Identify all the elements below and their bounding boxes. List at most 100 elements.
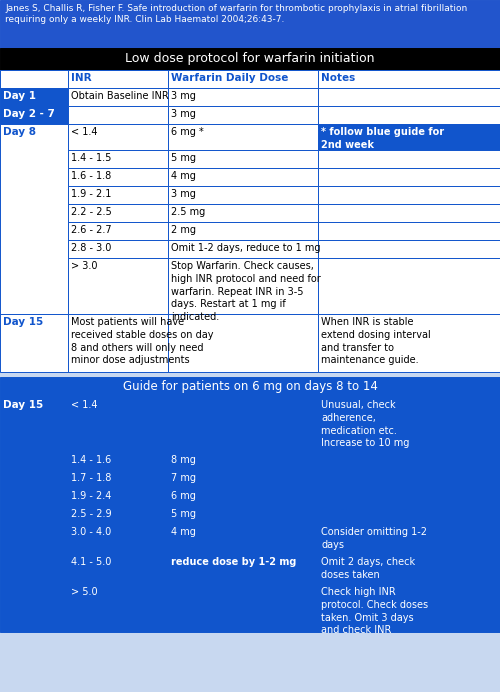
Text: Day 2 - 7: Day 2 - 7 xyxy=(3,109,55,119)
Bar xyxy=(0,124,68,314)
Bar xyxy=(318,70,500,88)
Bar xyxy=(0,106,68,124)
Text: Omit 1-2 days, reduce to 1 mg: Omit 1-2 days, reduce to 1 mg xyxy=(171,243,320,253)
Bar xyxy=(68,470,168,488)
Bar xyxy=(68,70,168,88)
Bar xyxy=(318,524,500,554)
Bar xyxy=(318,168,500,186)
Bar xyxy=(318,186,500,204)
Text: Day 8: Day 8 xyxy=(3,127,36,137)
Text: Notes: Notes xyxy=(321,73,355,83)
Text: 3 mg: 3 mg xyxy=(171,91,196,101)
Text: 2.5 - 2.9: 2.5 - 2.9 xyxy=(71,509,112,519)
Text: > 5.0: > 5.0 xyxy=(71,587,98,597)
Text: 4 mg: 4 mg xyxy=(171,171,196,181)
Bar xyxy=(168,488,318,506)
Bar xyxy=(68,240,168,258)
Bar xyxy=(68,397,168,452)
Bar xyxy=(68,124,168,150)
Text: 3 mg: 3 mg xyxy=(171,109,196,119)
Text: < 1.4: < 1.4 xyxy=(71,127,98,137)
Text: Obtain Baseline INR: Obtain Baseline INR xyxy=(71,91,169,101)
Bar xyxy=(168,222,318,240)
Bar xyxy=(318,240,500,258)
Text: 3.0 - 4.0: 3.0 - 4.0 xyxy=(71,527,111,537)
Text: Unusual, check
adherence,
medication etc.
Increase to 10 mg: Unusual, check adherence, medication etc… xyxy=(321,400,410,448)
Bar xyxy=(318,150,500,168)
Bar xyxy=(168,452,318,470)
Bar xyxy=(0,314,68,372)
Bar xyxy=(68,488,168,506)
Text: 4.1 - 5.0: 4.1 - 5.0 xyxy=(71,557,112,567)
Text: 6 mg: 6 mg xyxy=(171,491,196,501)
Bar xyxy=(68,204,168,222)
Text: 1.9 - 2.4: 1.9 - 2.4 xyxy=(71,491,112,501)
Bar xyxy=(318,258,500,314)
Text: 1.9 - 2.1: 1.9 - 2.1 xyxy=(71,189,112,199)
Text: 1.4 - 1.5: 1.4 - 1.5 xyxy=(71,153,112,163)
Bar xyxy=(318,506,500,524)
Text: Guide for patients on 6 mg on days 8 to 14: Guide for patients on 6 mg on days 8 to … xyxy=(122,380,378,393)
Bar xyxy=(168,314,318,372)
Bar xyxy=(318,452,500,470)
Bar xyxy=(168,204,318,222)
Text: 2.5 mg: 2.5 mg xyxy=(171,207,205,217)
Text: > 3.0: > 3.0 xyxy=(71,261,98,271)
Bar xyxy=(68,88,168,106)
Text: 1.6 - 1.8: 1.6 - 1.8 xyxy=(71,171,111,181)
Text: < 1.4: < 1.4 xyxy=(71,400,98,410)
Text: Most patients will have
received stable doses on day
8 and others will only need: Most patients will have received stable … xyxy=(71,317,214,365)
Bar xyxy=(68,222,168,240)
Text: Omit 2 days, check
doses taken: Omit 2 days, check doses taken xyxy=(321,557,415,580)
Bar xyxy=(168,240,318,258)
Text: Day 1: Day 1 xyxy=(3,91,36,101)
Bar xyxy=(318,584,500,632)
Bar xyxy=(68,258,168,314)
Bar xyxy=(168,506,318,524)
Text: 2 mg: 2 mg xyxy=(171,225,196,235)
Bar xyxy=(168,106,318,124)
Text: 7 mg: 7 mg xyxy=(171,473,196,483)
Bar xyxy=(168,397,318,452)
Bar xyxy=(168,70,318,88)
Bar xyxy=(168,470,318,488)
Bar xyxy=(318,106,500,124)
Text: * follow blue guide for
2nd week: * follow blue guide for 2nd week xyxy=(321,127,444,149)
Bar xyxy=(0,0,500,48)
Bar xyxy=(68,150,168,168)
Bar xyxy=(0,377,500,397)
Bar xyxy=(68,506,168,524)
Bar xyxy=(168,150,318,168)
Bar xyxy=(68,524,168,554)
Bar xyxy=(168,584,318,632)
Text: 1.4 - 1.6: 1.4 - 1.6 xyxy=(71,455,111,465)
Bar xyxy=(168,524,318,554)
Bar xyxy=(168,88,318,106)
Text: Consider omitting 1-2
days: Consider omitting 1-2 days xyxy=(321,527,427,550)
Bar xyxy=(0,48,500,70)
Bar xyxy=(68,452,168,470)
Bar xyxy=(68,186,168,204)
Bar xyxy=(318,204,500,222)
Text: 5 mg: 5 mg xyxy=(171,509,196,519)
Text: Check high INR
protocol. Check doses
taken. Omit 3 days
and check INR: Check high INR protocol. Check doses tak… xyxy=(321,587,428,635)
Text: 2.8 - 3.0: 2.8 - 3.0 xyxy=(71,243,112,253)
Text: 8 mg: 8 mg xyxy=(171,455,196,465)
Bar xyxy=(0,397,68,632)
Bar xyxy=(318,222,500,240)
Bar xyxy=(168,186,318,204)
Bar xyxy=(318,488,500,506)
Text: Day 15: Day 15 xyxy=(3,400,43,410)
Text: 3 mg: 3 mg xyxy=(171,189,196,199)
Bar xyxy=(168,124,318,150)
Text: 4 mg: 4 mg xyxy=(171,527,196,537)
Text: When INR is stable
extend dosing interval
and transfer to
maintenance guide.: When INR is stable extend dosing interva… xyxy=(321,317,431,365)
Text: Low dose protocol for warfarin initiation: Low dose protocol for warfarin initiatio… xyxy=(125,52,375,65)
Text: 2.6 - 2.7: 2.6 - 2.7 xyxy=(71,225,112,235)
Bar xyxy=(318,88,500,106)
Bar xyxy=(318,470,500,488)
Text: INR: INR xyxy=(71,73,92,83)
Bar xyxy=(68,314,168,372)
Text: 1.7 - 1.8: 1.7 - 1.8 xyxy=(71,473,112,483)
Text: Day 15: Day 15 xyxy=(3,317,43,327)
